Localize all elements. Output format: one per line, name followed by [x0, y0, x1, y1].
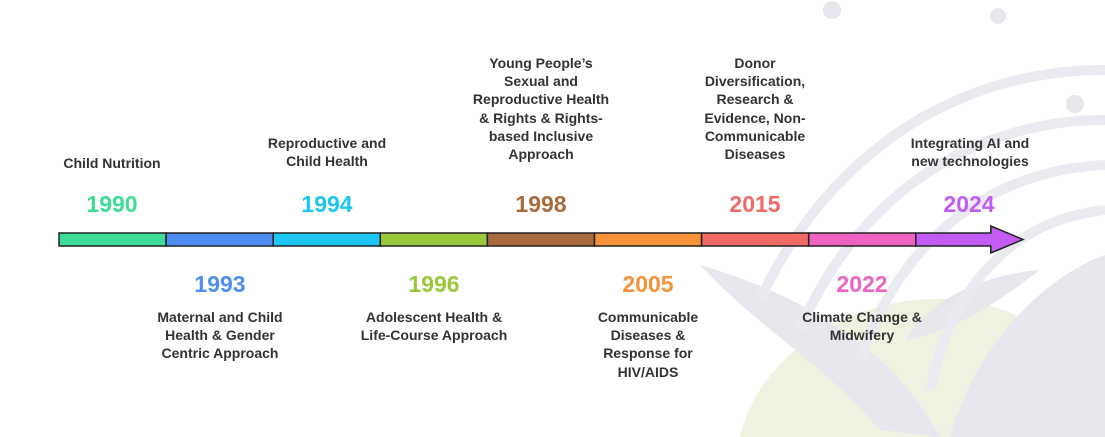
- timeline-segment-1996: [379, 232, 489, 247]
- timeline-segment-2022: [807, 232, 917, 247]
- year-1996: 1996: [408, 271, 460, 297]
- timeline-segment-1990: [58, 232, 167, 247]
- background-dots: [823, 1, 1084, 113]
- milestone-label-2022: Climate Change & Midwifery: [802, 309, 922, 344]
- year-1993: 1993: [194, 271, 246, 297]
- milestone-label-2005: Communicable Diseases & Response for HIV…: [597, 309, 699, 380]
- timeline-segment-2005: [593, 232, 703, 247]
- milestone-label-1993: Maternal and Child Health & Gender Centr…: [157, 309, 283, 362]
- milestone-label-1996: Adolescent Health & Life-Course Approach: [360, 309, 508, 344]
- year-1994: 1994: [301, 191, 353, 217]
- year-2024: 2024: [943, 191, 995, 217]
- year-2022: 2022: [836, 271, 888, 297]
- year-2005: 2005: [622, 271, 674, 297]
- background-leaf-center: [905, 270, 1040, 340]
- year-1998: 1998: [515, 191, 567, 217]
- year-2015: 2015: [729, 191, 781, 217]
- milestone-label-2024: Integrating AI and new technologies: [910, 135, 1030, 170]
- timeline-segment-1994: [272, 232, 382, 247]
- milestone-label-2015: Donor Diversification, Research & Eviden…: [704, 55, 806, 163]
- milestone-label-1994: Reproductive and Child Health: [267, 135, 387, 170]
- timeline-segment-1998: [486, 232, 596, 247]
- timeline-arrow-2024: [915, 224, 1025, 255]
- background-leaf-left: [700, 265, 940, 437]
- timeline-segment-1993: [165, 232, 274, 247]
- background-leaf-right: [950, 255, 1105, 437]
- year-1990: 1990: [86, 191, 138, 217]
- background-arcs: [755, 65, 1105, 391]
- timeline-segment-2015: [700, 232, 810, 247]
- milestone-label-1990: Child Nutrition: [63, 155, 161, 171]
- milestone-label-1998: Young People’s Sexual and Reproductive H…: [472, 55, 610, 163]
